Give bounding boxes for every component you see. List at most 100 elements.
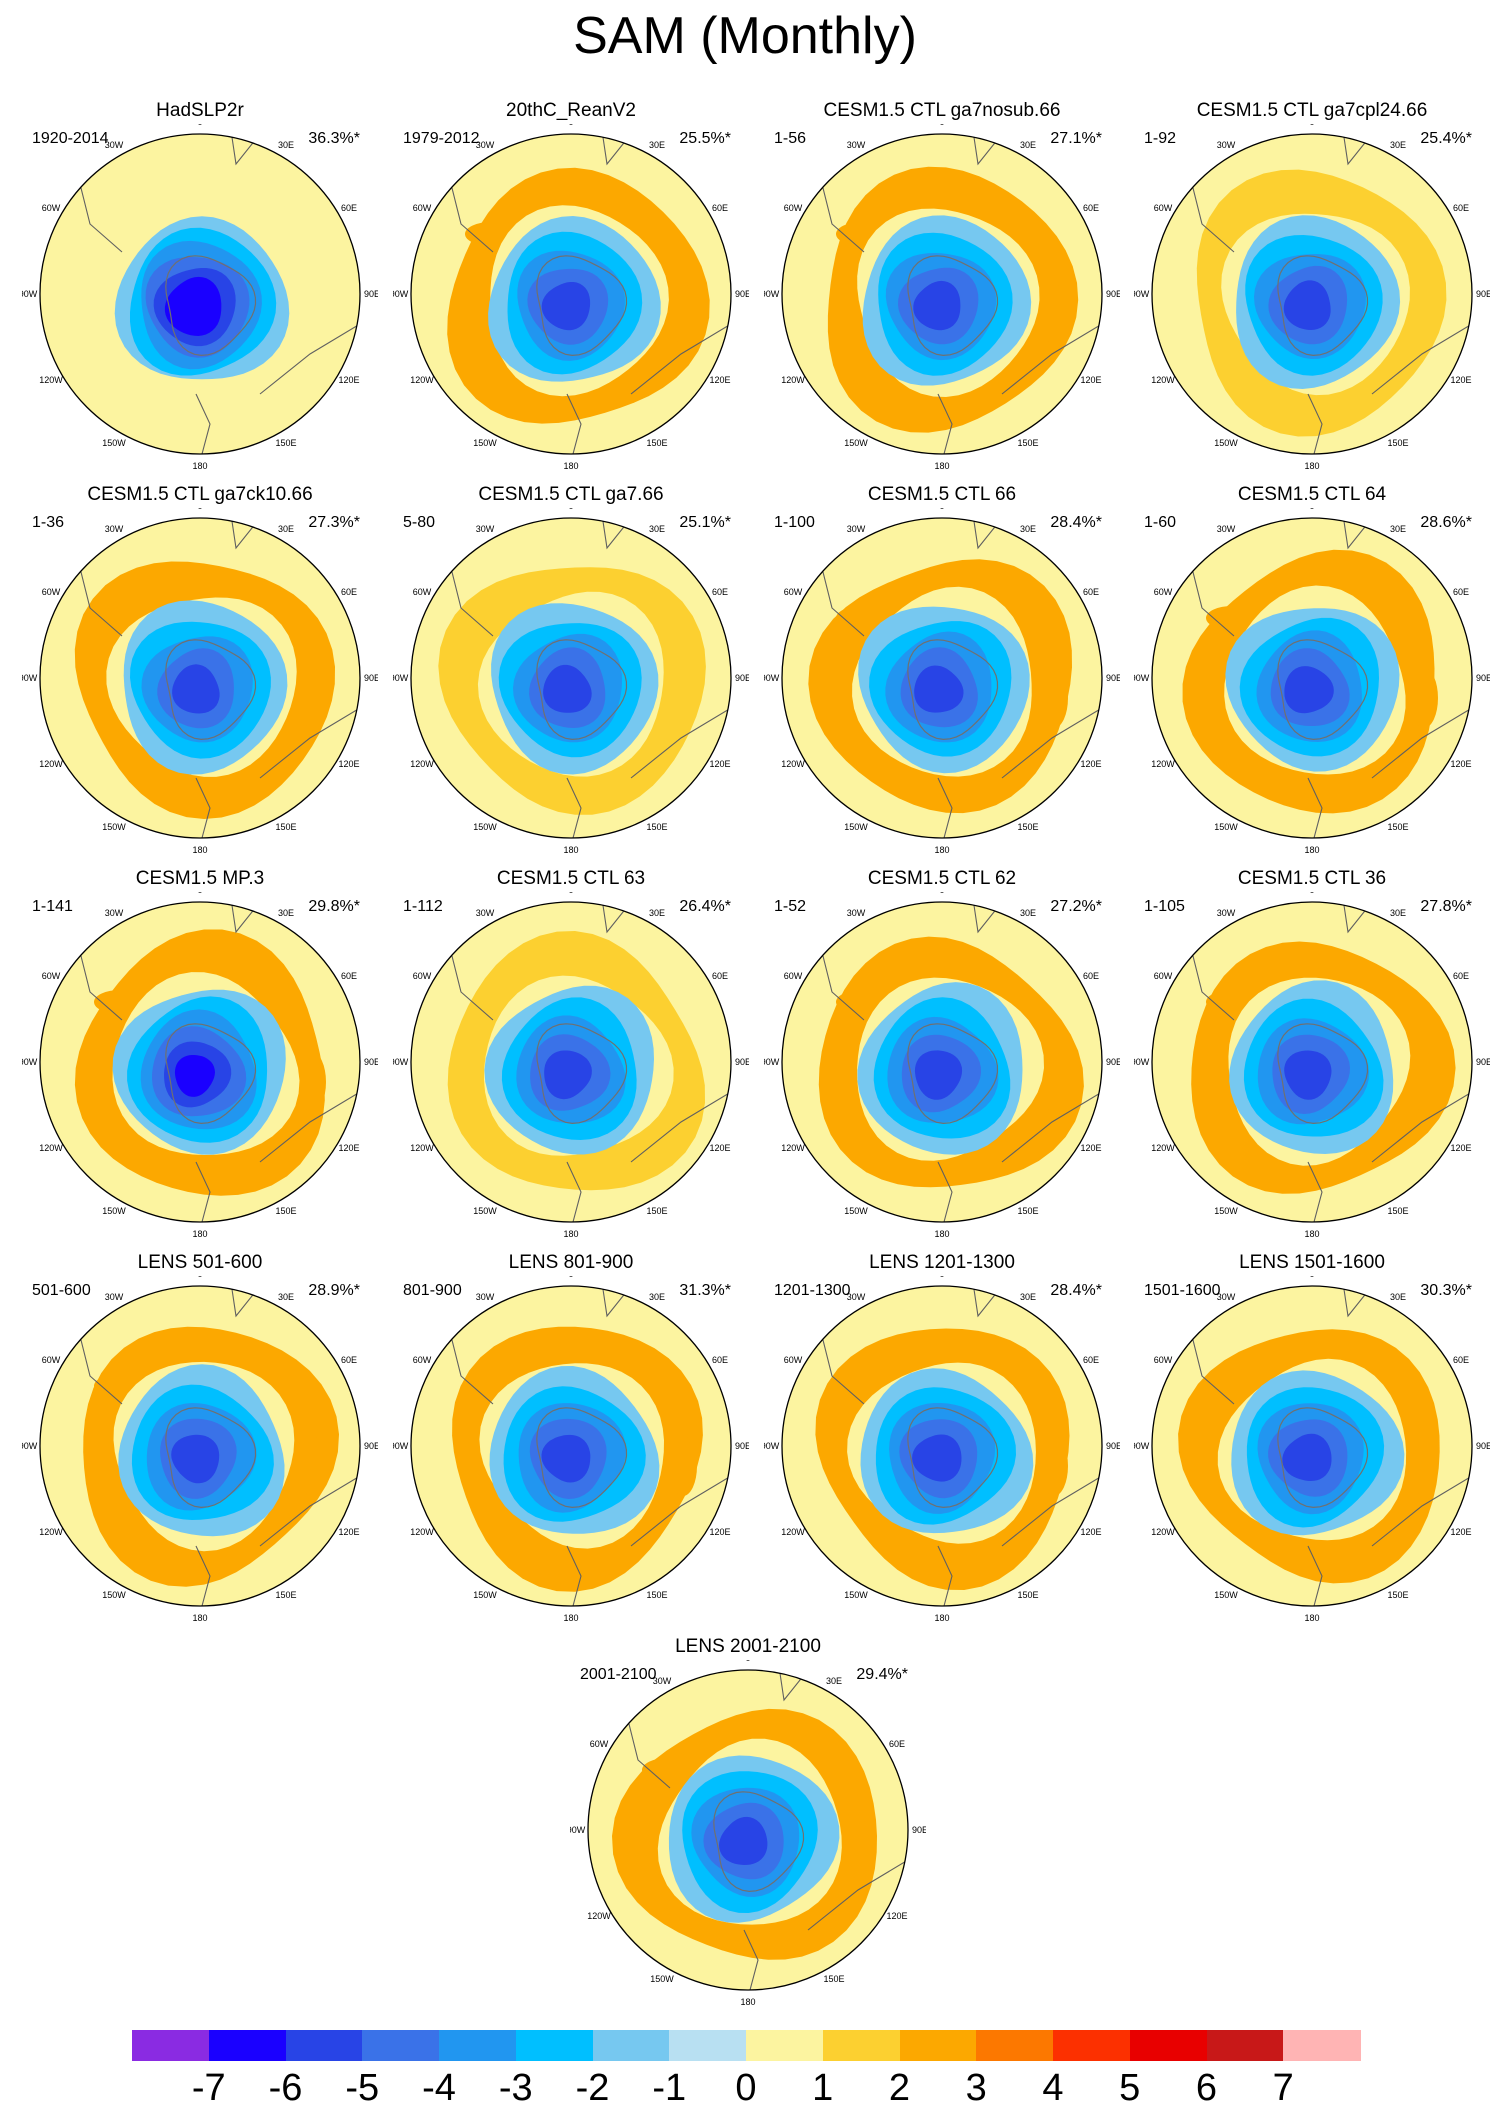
- longitude-label: 90E: [364, 1441, 378, 1451]
- longitude-label: 180: [934, 1613, 949, 1622]
- continent-coastline: [937, 1545, 953, 1606]
- longitude-label: 60W: [413, 971, 432, 981]
- panel-title: CESM1.5 CTL 66: [867, 484, 1017, 505]
- polar-map: 0 30E 60E 90E 120E 150E 180 150W 120W 90W 60W 30W: [764, 892, 1120, 1238]
- panel-year-range: 1-92: [1144, 130, 1177, 147]
- continent-coastline: [1001, 1475, 1102, 1547]
- continent-coastline: [1371, 323, 1472, 395]
- longitude-label: 180: [563, 1229, 578, 1238]
- antarctica-coastline: [165, 1023, 257, 1125]
- high-pressure-center: [1040, 284, 1068, 344]
- longitude-label: 60E: [341, 1355, 357, 1365]
- antarctica-coastline: [536, 639, 628, 741]
- longitude-label: 60W: [784, 203, 803, 213]
- longitude-label: 0: [568, 892, 573, 895]
- high-pressure-center: [1410, 668, 1438, 728]
- high-pressure-center: [298, 1436, 326, 1496]
- longitude-label: 150W: [650, 1974, 674, 1984]
- map-boundary: [1151, 901, 1473, 1223]
- polar-map: 0 30E 60E 90E 120E 150E 180 150W 120W 90W 60W 30W: [764, 508, 1120, 854]
- longitude-label: 180: [934, 461, 949, 470]
- longitude-label: 150W: [473, 1206, 497, 1216]
- continent-coastline: [1307, 1545, 1323, 1606]
- polar-low-band: [543, 664, 592, 713]
- high-pressure-center: [836, 990, 888, 1014]
- panel-variance-explained: 27.8%*: [1420, 898, 1472, 915]
- longitude-label: 120W: [781, 1527, 805, 1537]
- continent-coastline: [566, 1161, 582, 1222]
- colorbar-swatch: [1283, 2030, 1361, 2061]
- longitude-label: 60W: [784, 587, 803, 597]
- longitude-label: 60E: [341, 971, 357, 981]
- colorbar-swatch: [1206, 2030, 1284, 2061]
- longitude-label: 150E: [823, 1974, 844, 1984]
- map-panel: CESM1.5 CTL 62 1-52 27.2%* 0 30E 60E 90E 120E 15…: [764, 868, 1120, 1238]
- high-pressure-center: [94, 990, 146, 1014]
- antarctica-coastline: [1277, 639, 1369, 741]
- continent-coastline: [195, 393, 211, 454]
- longitude-label: 120E: [886, 1911, 907, 1921]
- longitude-label: 180: [934, 845, 949, 854]
- map-panel: LENS 1201-1300 1201-1300 28.4%* 0 30E 60E 90E 1…: [764, 1252, 1120, 1622]
- antarctica-coastline: [713, 1791, 805, 1893]
- map-boundary: [781, 133, 1103, 455]
- polar-low-band: [174, 1055, 215, 1097]
- longitude-label: 150E: [646, 822, 667, 832]
- antarctica-coastline: [907, 1023, 999, 1125]
- colorbar-swatch: [976, 2030, 1054, 2061]
- longitude-label: 120W: [410, 375, 434, 385]
- longitude-label: 60E: [889, 1739, 905, 1749]
- colorbar-swatch: [208, 2030, 286, 2061]
- continent-coastline: [630, 1475, 731, 1547]
- panel-title: HadSLP2r: [156, 100, 244, 121]
- longitude-label: 60E: [1083, 203, 1099, 213]
- high-pressure-center: [168, 1154, 236, 1186]
- longitude-label: 30W: [847, 1292, 866, 1302]
- polar-low-band: [544, 1050, 592, 1100]
- longitude-label: 60E: [1083, 971, 1099, 981]
- panel-year-range: 1-60: [1144, 514, 1177, 531]
- polar-low-band: [1282, 1433, 1332, 1481]
- longitude-label: 30E: [1020, 524, 1036, 534]
- polar-map: 0 30E 60E 90E 120E 150E 180 150W 120W 90W 60W 30W: [393, 124, 749, 470]
- longitude-label: 90E: [735, 673, 749, 683]
- longitude-label: 30W: [1217, 908, 1236, 918]
- high-pressure-center: [846, 1820, 874, 1880]
- longitude-label: 30W: [105, 1292, 124, 1302]
- longitude-label: 120W: [1151, 759, 1175, 769]
- longitude-label: 60W: [42, 203, 61, 213]
- panel-year-range: 1-36: [32, 514, 65, 531]
- longitude-label: 90E: [1476, 1057, 1490, 1067]
- longitude-label: 120W: [39, 1527, 63, 1537]
- colorbar-swatch: [362, 2030, 440, 2061]
- longitude-label: 30W: [105, 908, 124, 918]
- continent-coastline: [1001, 1091, 1102, 1163]
- longitude-label: 30E: [1390, 908, 1406, 918]
- longitude-label: 150W: [844, 1590, 868, 1600]
- polar-map: 0 30E 60E 90E 120E 150E 180 150W 120W 90W 60W 30W: [1134, 508, 1490, 854]
- continent-coastline: [1001, 707, 1102, 779]
- high-pressure-center: [669, 1436, 697, 1496]
- longitude-label: 120W: [410, 1143, 434, 1153]
- longitude-label: 90W: [764, 1057, 780, 1067]
- longitude-label: 30W: [653, 1676, 672, 1686]
- polar-map: 0 30E 60E 90E 120E 150E 180 150W 120W 90W 60W 30W: [22, 1276, 378, 1622]
- antarctica-coastline: [907, 639, 999, 741]
- longitude-label: 120W: [587, 1911, 611, 1921]
- longitude-label: 150W: [473, 438, 497, 448]
- longitude-label: 60W: [42, 971, 61, 981]
- panel-year-range: 1920-2014: [32, 130, 109, 147]
- longitude-label: 90W: [393, 1441, 409, 1451]
- longitude-label: 90W: [764, 1441, 780, 1451]
- panel-year-range: 1-56: [774, 130, 807, 147]
- longitude-label: 150E: [1017, 438, 1038, 448]
- longitude-label: 90W: [22, 673, 38, 683]
- colorbar-tick-label: -6: [268, 2067, 303, 2109]
- longitude-label: 90W: [393, 1057, 409, 1067]
- longitude-label: 90E: [735, 1057, 749, 1067]
- panel-variance-explained: 30.3%*: [1420, 1282, 1472, 1299]
- polar-map: 0 30E 60E 90E 120E 150E 180 150W 120W 90W 60W 30W: [22, 892, 378, 1238]
- polar-map: 0 30E 60E 90E 120E 150E 180 150W 120W 90W 60W 30W: [1134, 892, 1490, 1238]
- longitude-label: 180: [563, 461, 578, 470]
- continent-coastline: [1307, 777, 1323, 838]
